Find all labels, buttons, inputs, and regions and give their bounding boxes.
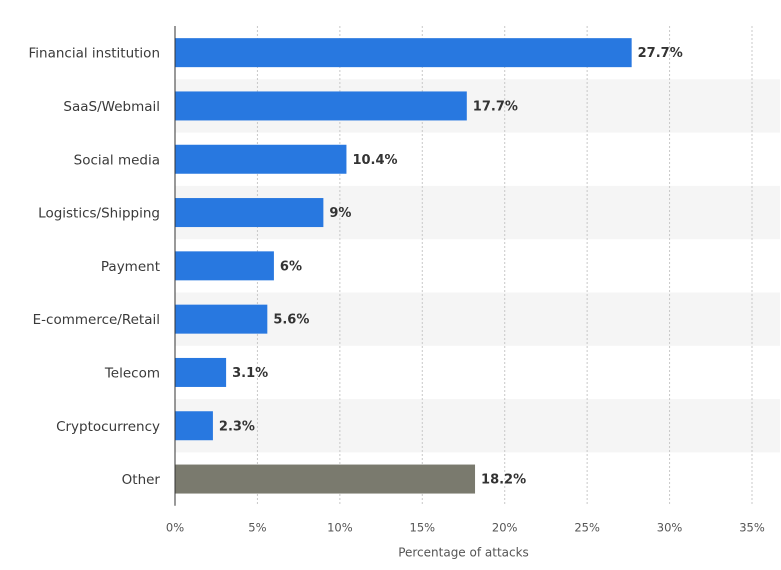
bars-group [175,38,632,494]
x-tick-label: 10% [327,521,353,535]
value-labels-group: 27.7% 17.7% 10.4% 9% 6% 5.6% 3.1% 2.3% 18.2% [219,46,683,487]
category-label: Logistics/Shipping [38,206,160,222]
bar[interactable] [175,464,476,494]
category-label: Social media [74,152,160,168]
category-label: SaaS/Webmail [63,99,160,115]
bar[interactable] [175,91,467,121]
x-tick-label: 20% [492,521,518,535]
value-label: 27.7% [638,46,683,61]
category-labels-group: Financial institution SaaS/Webmail Social … [29,46,161,488]
category-label: Other [122,472,161,488]
bar[interactable] [175,251,274,281]
value-label: 5.6% [273,313,309,328]
value-label: 9% [329,206,351,221]
x-tick-label: 25% [574,521,600,535]
bar[interactable] [175,411,213,441]
bar[interactable] [175,357,227,387]
value-label: 17.7% [473,99,518,114]
x-tick-label: 15% [410,521,436,535]
bar[interactable] [175,144,347,174]
x-tick-label: 5% [248,521,266,535]
x-tick-label: 0% [166,521,184,535]
category-label: Financial institution [29,46,161,62]
x-tick-label: 30% [657,521,683,535]
x-tick-labels-group: 0% 5% 10% 15% 20% 25% 30% 35% [166,521,765,535]
x-axis-title: Percentage of attacks [398,546,529,560]
value-label: 2.3% [219,419,255,434]
bar[interactable] [175,198,324,228]
x-tick-label: 35% [739,521,765,535]
value-label: 18.2% [481,473,526,488]
value-label: 6% [280,259,302,274]
value-label: 10.4% [352,153,397,168]
category-label: Payment [101,259,160,275]
row-bands [175,79,780,453]
value-label: 3.1% [232,366,268,381]
bar[interactable] [175,304,268,334]
category-label: E-commerce/Retail [33,312,160,328]
bar[interactable] [175,38,632,68]
category-label: Cryptocurrency [56,419,160,435]
row-band [175,292,780,346]
row-band [175,399,780,453]
category-label: Telecom [104,365,160,381]
